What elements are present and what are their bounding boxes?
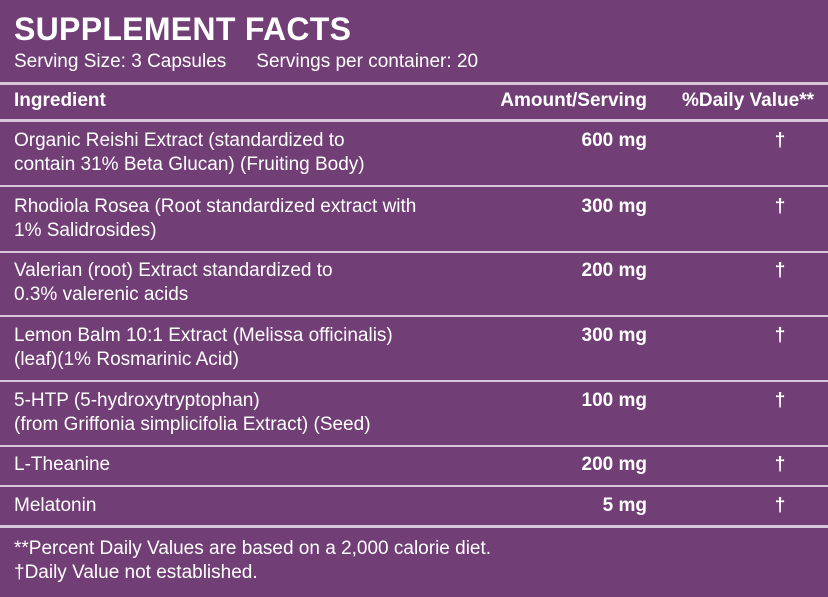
header-top-rule xyxy=(0,82,828,85)
ingredient-name: L-Theanine xyxy=(14,454,111,475)
amount-per-serving: 100 mg xyxy=(581,390,647,411)
serving-size: Serving Size: 3 Capsules xyxy=(14,51,227,72)
amount-per-serving: 200 mg xyxy=(581,260,647,281)
footnote-percent-daily-value: **Percent Daily Values are based on a 2,… xyxy=(14,538,492,559)
daily-value: † xyxy=(774,196,786,217)
row-divider xyxy=(0,485,828,487)
row-divider xyxy=(0,315,828,317)
column-header-amount: Amount/Serving xyxy=(500,90,647,111)
daily-value: † xyxy=(774,130,786,151)
column-header-ingredient: Ingredient xyxy=(14,90,106,111)
daily-value: † xyxy=(774,495,786,516)
row-divider xyxy=(0,185,828,187)
row-divider xyxy=(0,251,828,253)
ingredient-name: Rhodiola Rosea (Root standardized extrac… xyxy=(14,196,417,241)
row-divider xyxy=(0,380,828,382)
ingredient-name: Organic Reishi Extract (standardized to … xyxy=(14,130,365,175)
daily-value: † xyxy=(774,260,786,281)
header-bottom-rule xyxy=(0,119,828,122)
column-header-daily-value: %Daily Value** xyxy=(681,90,814,111)
ingredient-name: Melatonin xyxy=(14,495,97,516)
amount-per-serving: 300 mg xyxy=(581,196,647,217)
table-bottom-rule xyxy=(0,525,828,528)
amount-per-serving: 300 mg xyxy=(581,325,647,346)
servings-per-container: Servings per container: 20 xyxy=(256,51,479,72)
panel-title: SUPPLEMENT FACTS xyxy=(14,11,352,47)
daily-value: † xyxy=(774,390,786,411)
ingredient-name: Lemon Balm 10:1 Extract (Melissa officin… xyxy=(14,325,393,370)
serving-info: Serving Size: 3 Capsules Servings per con… xyxy=(14,50,478,74)
footnote-not-established: †Daily Value not established. xyxy=(14,562,258,583)
ingredient-name: Valerian (root) Extract standardized to … xyxy=(14,260,333,305)
amount-per-serving: 200 mg xyxy=(581,454,647,475)
amount-per-serving: 600 mg xyxy=(581,130,647,151)
row-divider xyxy=(0,445,828,447)
daily-value: † xyxy=(774,454,786,475)
ingredient-name: 5-HTP (5-hydroxytryptophan) (from Griffo… xyxy=(14,390,371,435)
amount-per-serving: 5 mg xyxy=(602,495,647,516)
daily-value: † xyxy=(774,325,786,346)
